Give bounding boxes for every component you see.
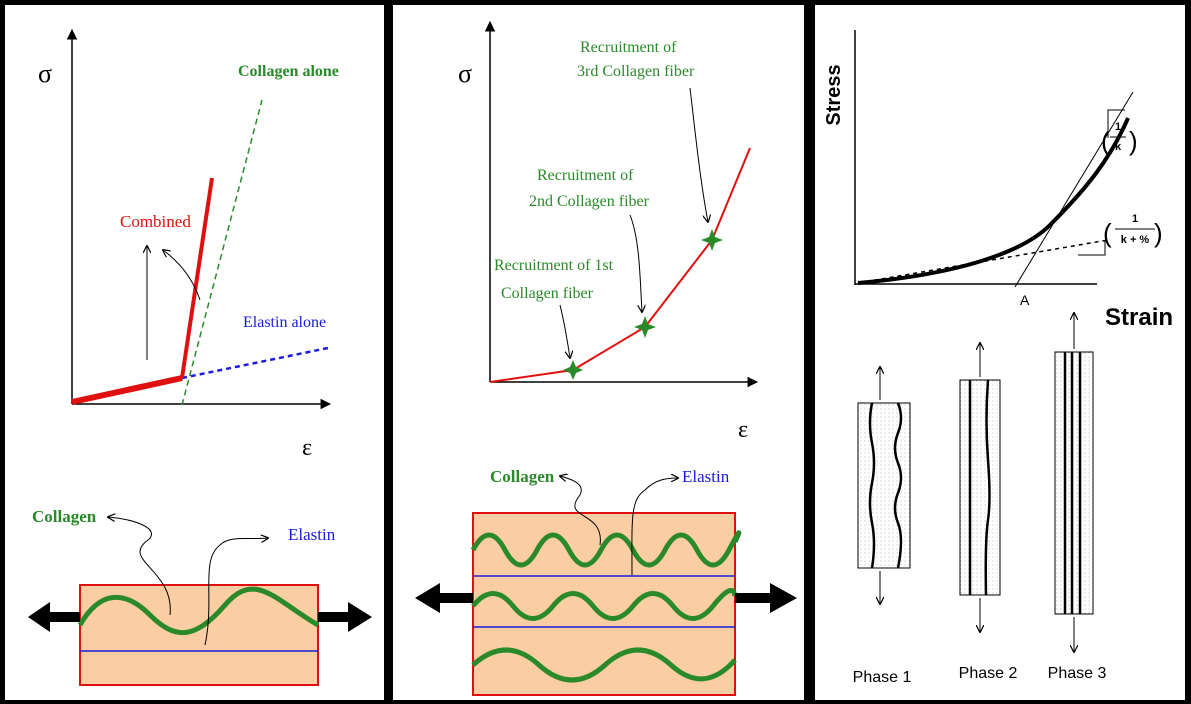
collagen-fiber bbox=[471, 647, 737, 683]
collagen-line bbox=[181, 99, 263, 406]
panel-bg bbox=[815, 5, 1185, 700]
x-axis-label: ε bbox=[738, 417, 748, 443]
point-label: A bbox=[1020, 292, 1030, 308]
collagen-fiber bbox=[470, 530, 742, 568]
x-axis-label: ε bbox=[302, 435, 312, 461]
y-axis-label: Stress bbox=[823, 64, 845, 125]
bracket: ( bbox=[1103, 218, 1112, 248]
combined-line bbox=[180, 177, 214, 379]
phase-3-sample bbox=[1054, 351, 1094, 615]
combined-label: Combined bbox=[120, 212, 191, 231]
slope-mark bbox=[1107, 109, 1125, 138]
phase-2-sample bbox=[959, 379, 1001, 596]
collagen-fiber bbox=[471, 587, 738, 621]
y-axis-label: σ bbox=[458, 59, 472, 88]
panel-1: σ ε Collagen alone Elastin alone Combine… bbox=[5, 5, 384, 700]
force-arrow bbox=[415, 583, 473, 613]
recruitment-3-label: Recruitment of 3rd Collagen fiber bbox=[577, 39, 695, 80]
phase-label: Phase 1 bbox=[853, 669, 912, 686]
combined-line bbox=[71, 375, 183, 405]
collagen-label: Collagen bbox=[32, 507, 97, 526]
arrow bbox=[559, 304, 570, 358]
fiber bbox=[984, 379, 991, 596]
collagen-label: Collagen bbox=[490, 467, 555, 486]
bracket: ) bbox=[1154, 218, 1163, 248]
phase-label: Phase 3 bbox=[1048, 665, 1107, 682]
recruitment-2-label: Recruitment of 2nd Collagen fiber bbox=[529, 167, 650, 210]
arrow bbox=[629, 214, 642, 312]
recruitment-points bbox=[563, 229, 723, 380]
tangent-line bbox=[1014, 91, 1134, 288]
force-arrow bbox=[735, 583, 797, 613]
elastin-line bbox=[181, 346, 329, 380]
force-arrow bbox=[318, 602, 372, 632]
fiber bbox=[893, 402, 903, 569]
stress-curve bbox=[857, 117, 1130, 285]
arrow bbox=[560, 476, 601, 546]
bracket: ( bbox=[1101, 126, 1110, 156]
arrow bbox=[631, 478, 678, 576]
arrow bbox=[108, 517, 171, 616]
slope-mark bbox=[1078, 240, 1106, 256]
panel-2: σ ε Recruitment of 3rd Collagen fiber Rec… bbox=[393, 5, 804, 700]
collagen-fiber bbox=[77, 586, 320, 636]
recruitment-1-label: Recruitment of 1st Collagen fiber bbox=[494, 257, 614, 302]
collagen-alone-label: Collagen alone bbox=[238, 63, 339, 80]
elastin-label: Elastin bbox=[288, 525, 336, 544]
elastin-label: Elastin bbox=[682, 467, 730, 486]
arrow bbox=[204, 538, 268, 646]
elastin-alone-label: Elastin alone bbox=[243, 314, 326, 331]
phase-label: Phase 2 bbox=[959, 665, 1018, 682]
force-arrow bbox=[28, 602, 80, 632]
arrow bbox=[163, 250, 201, 301]
bracket: ) bbox=[1129, 126, 1138, 156]
arrow bbox=[689, 87, 708, 222]
initial-slope bbox=[857, 239, 1109, 284]
x-axis-label: Strain bbox=[1105, 304, 1173, 331]
fiber bbox=[868, 402, 876, 569]
y-axis-label: σ bbox=[38, 59, 52, 88]
